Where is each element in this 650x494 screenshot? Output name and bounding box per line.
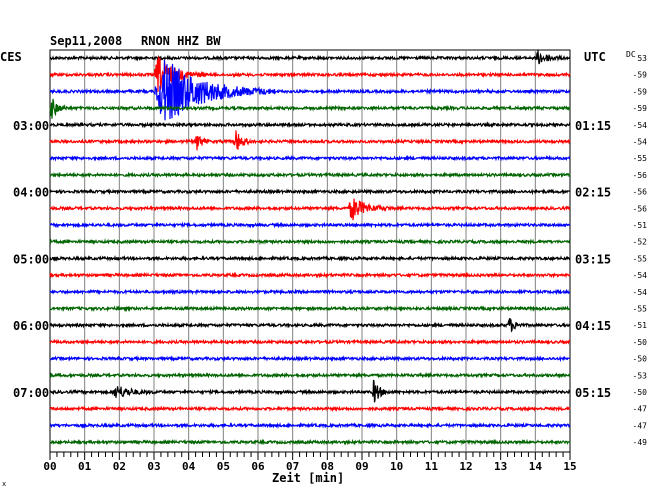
x-tick-label: 14 <box>529 460 543 473</box>
seismic-trace <box>49 130 571 151</box>
seismic-trace <box>49 317 571 333</box>
right-time-label: 04:15 <box>575 319 611 333</box>
dc-offset-label: -55 <box>633 305 648 314</box>
dc-offset-label: 53 <box>637 54 647 63</box>
dc-offset-label: -55 <box>633 254 648 263</box>
x-tick-label: 12 <box>459 460 472 473</box>
seismic-trace <box>49 154 571 162</box>
left-time-label: 07:00 <box>13 386 49 400</box>
dc-offset-label: -54 <box>633 288 648 297</box>
date-label: Sep11,2008 <box>50 34 122 48</box>
station-label: RNON HHZ BW <box>141 34 221 48</box>
right-time-label: 02:15 <box>575 186 611 200</box>
seismic-trace <box>49 50 571 65</box>
seismic-trace <box>49 304 571 313</box>
corner-mark: x <box>2 480 6 488</box>
seismic-trace <box>49 238 571 246</box>
grid <box>49 49 571 460</box>
seismic-trace <box>49 338 571 346</box>
seismic-trace <box>49 59 571 121</box>
dc-offset-label: -55 <box>633 154 648 163</box>
dc-offset-label: -59 <box>633 104 648 113</box>
dc-offset-label: -51 <box>633 321 648 330</box>
x-tick-label: 11 <box>425 460 439 473</box>
dc-offset-label: -47 <box>633 421 648 430</box>
dc-offset-label: -49 <box>633 438 648 447</box>
dc-offset-label: -50 <box>633 355 648 364</box>
seismic-trace <box>49 371 571 379</box>
left-time-label: 05:00 <box>13 252 49 266</box>
dc-offset-label: -56 <box>633 204 648 213</box>
left-time-label: 06:00 <box>13 319 49 333</box>
left-timezone-label: CES <box>0 50 22 64</box>
x-tick-label: 06 <box>251 460 265 473</box>
x-tick-label: 09 <box>355 460 368 473</box>
seismic-trace <box>49 405 571 413</box>
x-tick-label: 03 <box>147 460 160 473</box>
x-tick-label: 01 <box>78 460 92 473</box>
dc-offset-label: -56 <box>633 188 648 197</box>
x-axis-title: Zeit [min] <box>272 471 344 485</box>
dc-offset-label: -50 <box>633 388 648 397</box>
seismic-trace <box>49 438 571 446</box>
x-tick-label: 02 <box>113 460 126 473</box>
seismic-trace <box>49 421 571 430</box>
seismic-trace <box>49 254 571 263</box>
seismic-trace <box>49 271 571 279</box>
dc-offset-label: -54 <box>633 138 648 147</box>
plot-frame <box>49 49 571 453</box>
right-time-label: 05:15 <box>575 386 611 400</box>
x-tick-label: 08 <box>321 460 334 473</box>
dc-offset-label: -54 <box>633 271 648 280</box>
seismic-trace <box>49 171 571 179</box>
seismic-trace <box>49 354 571 363</box>
x-tick-label: 05 <box>217 460 230 473</box>
seismic-trace <box>49 379 571 403</box>
seismic-trace <box>49 221 571 229</box>
dc-offset-label: -59 <box>633 71 648 80</box>
x-tick-label: 00 <box>43 460 56 473</box>
dc-offset-label: -56 <box>633 171 648 180</box>
left-time-label: 04:00 <box>13 186 49 200</box>
dc-offset-label: -51 <box>633 221 648 230</box>
right-timezone-label: UTC <box>584 50 606 64</box>
seismic-trace <box>49 121 571 129</box>
dc-label: DC <box>626 50 636 59</box>
x-tick-label: 07 <box>286 460 299 473</box>
labels: 00 01 02 03 04 05 06 07 08 09 10 11 12 13 14 15 53 -59 -59… <box>13 54 647 473</box>
dc-offset-label: -53 <box>633 371 648 380</box>
seismic-trace <box>49 187 571 196</box>
x-tick-label: 13 <box>494 460 507 473</box>
dc-offset-label: -54 <box>633 121 648 130</box>
x-tick-label: 10 <box>390 460 403 473</box>
dc-offset-label: -52 <box>633 238 648 247</box>
seismic-trace <box>49 198 571 221</box>
right-time-label: 01:15 <box>575 119 611 133</box>
left-time-label: 03:00 <box>13 119 49 133</box>
dc-offset-label: -59 <box>633 87 648 96</box>
right-time-label: 03:15 <box>575 252 611 266</box>
seismic-trace <box>49 288 571 296</box>
traces <box>49 50 571 446</box>
seismic-trace <box>49 98 571 119</box>
dc-offset-label: -47 <box>633 405 648 414</box>
x-tick-label: 15 <box>563 460 576 473</box>
x-tick-label: 04 <box>182 460 196 473</box>
seismic-trace <box>49 56 571 92</box>
dc-offset-label: -50 <box>633 338 648 347</box>
